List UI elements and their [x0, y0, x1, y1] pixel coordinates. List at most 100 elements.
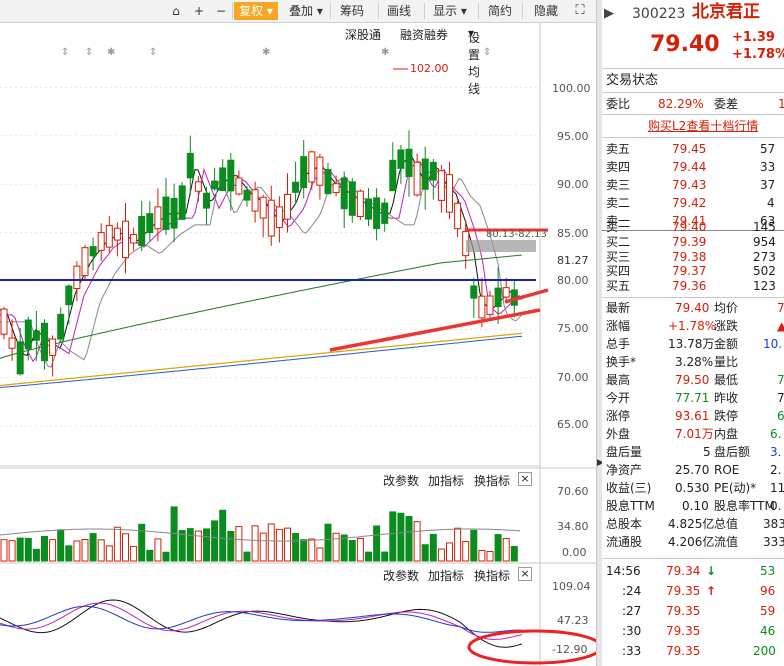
candle-body [219, 167, 227, 192]
candle-body [340, 177, 348, 210]
event-marker: ⇕ [483, 47, 491, 58]
vol-modify-params[interactable]: 改参数 [383, 474, 420, 488]
event-marker: ⇕ [149, 47, 157, 58]
diejia-button[interactable]: 叠加 ▾ [289, 4, 323, 18]
volume-bar [454, 527, 462, 562]
zoom-in-icon[interactable]: + [193, 4, 205, 18]
stat-value-2: 6. [770, 427, 782, 441]
candle-body [365, 198, 372, 220]
fuquan-label: 复权 [239, 4, 264, 18]
volume-bar [381, 551, 389, 562]
section-title: 交易状态 [606, 73, 659, 88]
volume-bar [186, 528, 194, 562]
volume-bar [373, 525, 381, 562]
stat-value-2: 7 [777, 373, 784, 387]
volume-bar [437, 548, 445, 562]
ask-level-label: 卖二 [606, 196, 631, 210]
candle-body [122, 220, 129, 259]
ind-modify-params[interactable]: 改参数 [383, 569, 420, 583]
tick-volume: 59 [760, 604, 776, 618]
volume-bar [113, 526, 121, 562]
candle-body [470, 285, 478, 299]
volume-bar [405, 516, 413, 562]
volume-bar [316, 547, 324, 562]
candle-body [81, 247, 89, 277]
vol-close-icon[interactable]: × [518, 472, 532, 486]
candle-body [41, 322, 48, 362]
stat-value-2: 6 [777, 409, 784, 423]
indicator-line [0, 605, 523, 633]
ask-price: 79.45 [672, 142, 707, 156]
stat-value-2: 333 [763, 535, 784, 549]
stat-label-2: 流值 [714, 535, 739, 549]
ask-volume: 57 [760, 142, 776, 156]
bid-level-label: 买四 [606, 264, 631, 279]
tick-price: 79.35 [666, 644, 701, 658]
chart-toolbar: ⌂ + − 复权 ▾ 叠加 ▾ 筹码 画线 显示 ▾ 简约 隐藏 ⛶ [0, 0, 596, 23]
stat-label: 换手* [606, 355, 637, 369]
high-annotation: 102.00 [410, 62, 449, 75]
stat-value-2: 0. [770, 499, 782, 513]
fuquan-button[interactable]: 复权 ▾ [234, 2, 278, 20]
vol-tick-top: 70.60 [557, 485, 589, 498]
vol-add-indicator[interactable]: 加指标 [428, 474, 465, 488]
stat-value: 13.78万 [668, 337, 715, 351]
jianyue-button[interactable]: 简约 [487, 4, 512, 18]
chouma-button[interactable]: 筹码 [339, 4, 364, 18]
volume-bar [292, 532, 300, 562]
ind-add-indicator[interactable]: 加指标 [428, 569, 465, 583]
stat-label-2: ROE [714, 463, 740, 477]
ind-close-icon[interactable]: × [518, 567, 532, 581]
volume-bar [470, 529, 478, 562]
candle-body [486, 295, 494, 315]
vol-tick-zero: 0.00 [562, 546, 587, 559]
set-ma-link[interactable]: 设置均线 ▾ [468, 26, 481, 96]
volume-bar [16, 537, 24, 562]
stat-label-2: 均价 [714, 301, 739, 315]
volume-bar [478, 549, 486, 562]
sgt-link[interactable]: 深股通 [345, 28, 382, 42]
candle-body [211, 180, 219, 190]
bid-volume: 502 [753, 264, 776, 279]
volume-bar [275, 528, 283, 562]
stock-code: 300223 [632, 6, 686, 22]
volume-bar [138, 523, 146, 562]
stat-label-2: 昨收 [714, 391, 739, 405]
l2-purchase-link[interactable]: 购买L2查看十档行情 [648, 119, 759, 133]
xianshi-button[interactable]: 显示 ▾ [433, 4, 467, 18]
tick-time: :33 [622, 644, 642, 658]
ask-price: 79.41 [672, 214, 707, 228]
lock-icon[interactable]: ⌂ [172, 4, 180, 18]
bid-volume: 145 [753, 220, 776, 234]
candle-body [300, 156, 308, 189]
volume-bar [32, 548, 40, 562]
candle-body [105, 224, 113, 248]
yincang-button[interactable]: 隐藏 [533, 4, 558, 18]
ask-level-label: 卖五 [606, 142, 631, 156]
volume-bar [49, 539, 57, 562]
tick-price: 79.35 [666, 584, 701, 598]
vol-switch-indicator[interactable]: 换指标 [474, 474, 511, 488]
huaxian-button[interactable]: 画线 [386, 4, 411, 18]
moving-average-line [0, 335, 523, 388]
menu-arrow-icon[interactable]: ▶ [604, 6, 614, 21]
rzrq-link[interactable]: 融资融券 [400, 28, 449, 42]
expand-icon[interactable]: ⛶ [575, 3, 585, 18]
volume-bar [130, 546, 138, 562]
kline-chart[interactable]: ⇕ ⇕ ✱ ⇕ ✱ ✱ ⇕ [0, 0, 596, 666]
candle-body [259, 196, 267, 219]
ind-switch-indicator[interactable]: 换指标 [474, 569, 511, 583]
candle-body [178, 185, 186, 220]
volume-bar [146, 549, 154, 562]
volume-bar [429, 533, 437, 562]
candle-body [227, 159, 235, 192]
stat-label-2: 股息率TTM [714, 499, 775, 513]
bid-level-label: 买三 [606, 249, 631, 264]
stat-value: 0.530 [675, 481, 710, 495]
candle-body [32, 330, 40, 341]
set-ma-label: 设置均线 [468, 31, 481, 96]
bid-level-label: 买二 [606, 234, 631, 249]
collapse-arrow-icon[interactable]: ▶ [597, 458, 604, 468]
zoom-out-icon[interactable]: − [215, 4, 227, 18]
stat-label: 最高 [606, 373, 631, 387]
